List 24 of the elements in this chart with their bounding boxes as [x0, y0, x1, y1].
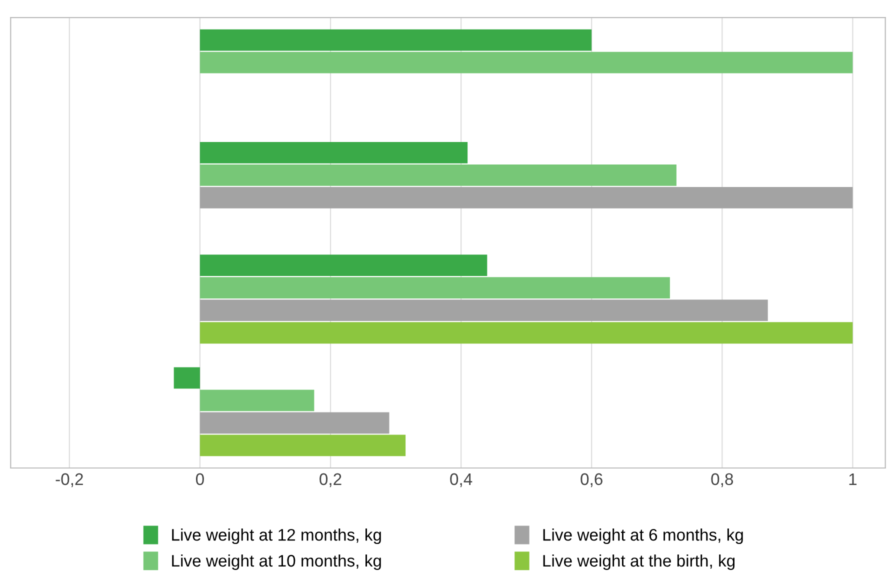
bar: [200, 322, 853, 344]
legend-label: Live weight at 12 months, kg: [172, 528, 381, 544]
x-tick-label: 0,6: [580, 473, 602, 488]
legend-label: Live weight at 6 months, kg: [543, 528, 743, 544]
bar: [200, 412, 390, 434]
bar: [200, 277, 670, 299]
bar: [174, 367, 200, 389]
x-tick-label: -0,2: [56, 473, 83, 488]
legend-label: Live weight at 10 months, kg: [172, 554, 381, 570]
bar: [200, 52, 853, 74]
bar: [200, 164, 676, 186]
bar: [200, 254, 488, 276]
x-tick-label: 0: [196, 473, 204, 486]
bar: [200, 300, 768, 322]
x-tick-label: 1: [849, 473, 857, 485]
legend-label: Live weight at the birth, kg: [543, 554, 735, 570]
bar: [200, 142, 468, 164]
x-tick-label: 0,4: [450, 473, 472, 488]
x-tick-label: 0,8: [711, 473, 734, 488]
bar: [200, 434, 406, 456]
bar: [200, 29, 592, 51]
bar: [200, 390, 314, 412]
x-tick-label: 0,2: [320, 473, 342, 488]
bar: [200, 187, 853, 208]
